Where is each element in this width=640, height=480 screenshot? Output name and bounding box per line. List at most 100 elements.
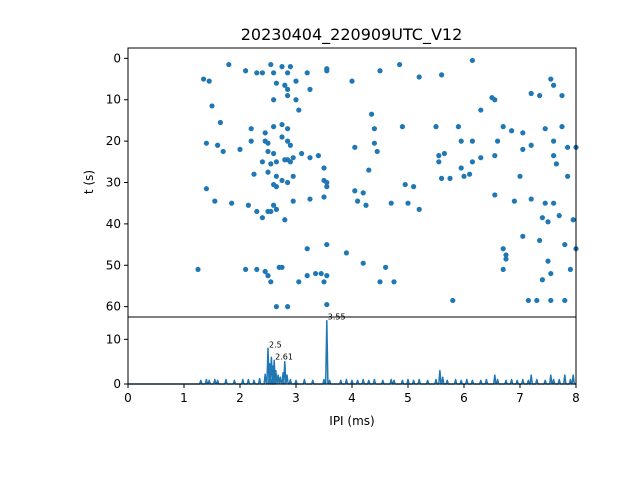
data-point	[455, 124, 461, 130]
data-point	[268, 161, 274, 167]
data-point	[388, 200, 394, 206]
data-point	[290, 198, 296, 204]
data-point	[296, 107, 302, 113]
data-point	[383, 264, 389, 270]
data-point	[520, 146, 526, 152]
data-point	[371, 140, 377, 146]
data-point	[285, 92, 291, 99]
y-tick-label: 60	[106, 300, 121, 314]
data-point	[539, 215, 546, 221]
data-point	[369, 111, 375, 117]
data-point	[304, 273, 310, 279]
data-point	[313, 270, 319, 277]
data-point	[324, 179, 330, 186]
data-point	[520, 130, 526, 136]
data-point	[450, 297, 456, 304]
peak-annotations: 2.5 2.61 3.55	[269, 313, 346, 362]
y-tick-label: 50	[106, 258, 121, 272]
data-point	[545, 258, 551, 264]
ipi-histogram-axes: 0 1 2 3 4 5 6 7 8 0 10	[106, 332, 580, 405]
data-point	[299, 150, 305, 157]
data-point	[307, 196, 313, 202]
data-point	[548, 76, 554, 82]
data-point	[439, 72, 445, 78]
data-point	[268, 279, 274, 285]
data-point	[537, 92, 543, 99]
data-point	[285, 86, 291, 92]
data-point	[304, 70, 310, 76]
data-point	[363, 202, 369, 208]
data-point	[539, 277, 546, 283]
data-point	[251, 171, 257, 177]
data-point	[209, 103, 215, 109]
x-tick-label: 1	[180, 391, 188, 405]
data-point	[307, 86, 313, 92]
data-point	[366, 167, 372, 173]
data-point	[559, 124, 565, 130]
data-point	[324, 184, 330, 190]
x-tick-label: 2	[236, 391, 244, 405]
data-point	[287, 142, 293, 148]
x-tick-label: 0	[124, 391, 132, 405]
data-point	[441, 150, 447, 157]
data-point	[355, 198, 361, 204]
peak-label: 3.55	[328, 313, 346, 322]
data-point	[324, 301, 330, 308]
data-point	[352, 188, 358, 194]
data-point	[352, 144, 358, 150]
data-point	[562, 297, 568, 304]
data-point	[262, 130, 268, 136]
data-point	[279, 64, 285, 70]
data-point	[405, 200, 411, 206]
y-tick-label: 40	[106, 217, 121, 231]
data-point	[467, 171, 473, 177]
data-point	[203, 140, 209, 146]
data-point	[360, 190, 366, 196]
data-point	[548, 270, 554, 277]
data-point	[416, 74, 422, 80]
data-point	[282, 82, 288, 88]
data-point	[215, 142, 221, 148]
data-point	[259, 159, 265, 165]
y-tick-label: 20	[106, 134, 121, 148]
data-point	[528, 196, 534, 202]
data-point	[542, 200, 548, 206]
data-point	[212, 198, 218, 204]
data-point	[548, 297, 554, 304]
data-point	[469, 159, 475, 165]
data-point	[279, 134, 285, 140]
data-point	[265, 273, 271, 279]
data-point	[265, 148, 271, 155]
data-point	[271, 70, 277, 76]
data-point	[349, 78, 355, 84]
x-tick-label: 5	[404, 391, 412, 405]
data-point	[324, 273, 330, 279]
data-point	[243, 266, 249, 273]
y-tick-label: 0	[113, 377, 121, 391]
data-point	[461, 173, 467, 179]
data-point	[436, 159, 442, 165]
data-point	[254, 208, 260, 215]
data-point	[537, 237, 543, 244]
data-point	[321, 279, 327, 285]
data-point	[492, 153, 498, 159]
data-point	[377, 279, 383, 285]
data-point	[293, 78, 299, 84]
data-point	[285, 70, 291, 76]
data-point	[447, 175, 453, 181]
data-point	[458, 138, 464, 144]
data-point	[279, 177, 285, 184]
peak-label: 2.5	[269, 340, 282, 349]
data-point	[517, 173, 523, 179]
data-point	[279, 121, 285, 128]
data-point	[495, 138, 501, 144]
data-point	[307, 155, 313, 161]
data-point	[262, 268, 268, 275]
data-point	[259, 70, 265, 76]
data-point	[397, 61, 403, 68]
data-point	[285, 179, 291, 186]
data-point	[282, 157, 288, 163]
data-point	[542, 126, 548, 132]
data-point	[271, 124, 277, 130]
